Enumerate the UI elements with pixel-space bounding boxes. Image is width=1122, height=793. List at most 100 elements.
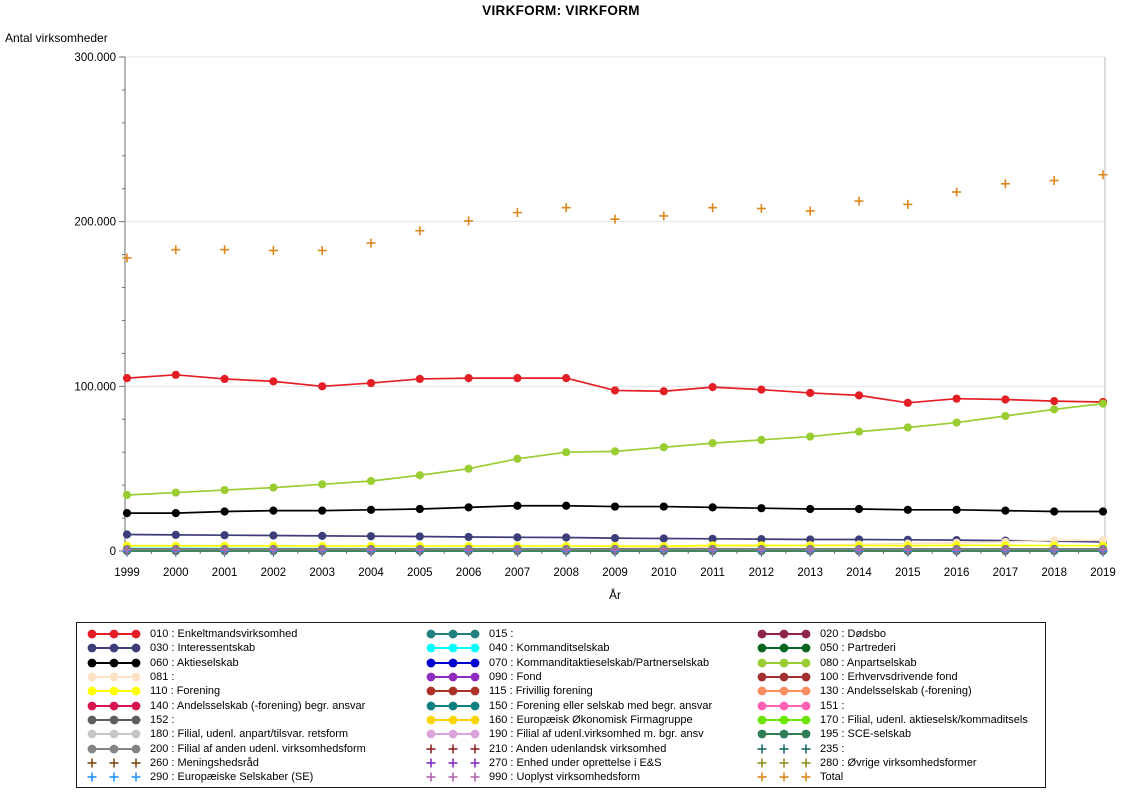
- legend-marker-dot: [801, 644, 811, 653]
- legend-marker-dot: [779, 629, 789, 639]
- data-point: [220, 485, 229, 495]
- data-point: [513, 501, 522, 510]
- legend-marker-dot: [757, 715, 767, 725]
- data-point: [708, 534, 717, 543]
- data-point: [318, 480, 327, 489]
- data-point: [562, 448, 571, 457]
- legend-circle-marker-icon: [757, 672, 811, 682]
- legend-marker-dot: [87, 658, 97, 668]
- legend-label: 070 : Kommanditaktieselskab/Partnerselsk…: [489, 656, 710, 669]
- legend-label: 015 :: [489, 628, 514, 641]
- legend-marker-dot: [131, 629, 141, 639]
- legend-item-020: 020 : Dødsbo: [755, 628, 1037, 640]
- legend-marker-dot: [109, 629, 119, 639]
- legend-marker-dot: [779, 686, 789, 696]
- legend-marker-dot: [426, 715, 436, 725]
- legend-marker-dot: [757, 729, 767, 739]
- legend-plus-marker-icon: [87, 758, 141, 768]
- legend-marker-dot: [109, 686, 119, 696]
- legend-marker-dot: [470, 686, 480, 696]
- legend-marker-dot: [87, 729, 97, 739]
- legend-label: 090 : Fond: [489, 671, 542, 684]
- legend-plus-marker-icon: [426, 758, 480, 768]
- legend-circle-marker-icon: [87, 744, 141, 753]
- data-point: [464, 374, 473, 383]
- data-point: [659, 387, 668, 396]
- y-tick-label: 300.000: [74, 52, 116, 64]
- legend-label: 260 : Meningshedsråd: [150, 756, 259, 769]
- x-tick-label: 2017: [993, 567, 1019, 579]
- legend-label: 200 : Filial af anden udenl. virksomheds…: [150, 742, 366, 755]
- legend-plus-marker-icon: [426, 744, 480, 754]
- legend-marker-dot: [779, 658, 789, 668]
- legend-circle-marker-icon: [757, 715, 811, 725]
- legend-label: 010 : Enkeltmandsvirksomhed: [150, 628, 298, 641]
- legend-box: 010 : Enkeltmandsvirksomhed 015 : 020 : Dø…: [76, 622, 1046, 788]
- legend-label: 152 :: [150, 713, 175, 726]
- data-point: [708, 503, 717, 512]
- legend-marker-dot: [426, 658, 436, 668]
- data-point: [366, 532, 376, 541]
- data-point: [757, 435, 766, 444]
- data-point: [122, 490, 132, 500]
- data-point: [659, 443, 668, 452]
- legend-label: 180 : Filial, udenl. anpart/tilsvar. ret…: [150, 728, 349, 741]
- data-point: [952, 505, 961, 514]
- legend-item-170: 170 : Filial, udenl. aktieselsk/kommadit…: [755, 714, 1037, 726]
- legend-marker-dot: [801, 658, 811, 668]
- legend-marker-dot: [448, 644, 458, 653]
- data-point: [1098, 399, 1108, 408]
- legend-circle-marker-icon: [757, 644, 811, 653]
- data-point: [464, 464, 473, 473]
- data-point: [220, 374, 229, 384]
- data-point: [952, 418, 961, 427]
- data-point: [513, 454, 522, 463]
- x-tick-label: 2010: [651, 567, 677, 579]
- legend-circle-marker-icon: [426, 658, 480, 668]
- data-point: [854, 504, 864, 514]
- legend-item-081: 081 :: [85, 671, 424, 683]
- series-010: [122, 370, 1108, 407]
- legend-marker-dot: [470, 672, 480, 682]
- legend-item-190: 190 : Filial af udenl.virksomhed m. bgr.…: [424, 728, 755, 740]
- data-point: [513, 533, 522, 542]
- legend-item-050: 050 : Partrederi: [755, 642, 1037, 654]
- legend-marker-dot: [470, 644, 480, 653]
- legend-marker-dot: [131, 644, 141, 653]
- legend-circle-marker-icon: [426, 644, 480, 653]
- legend-circle-marker-icon: [87, 729, 141, 739]
- data-point: [171, 530, 180, 539]
- legend-item-115: 115 : Frivillig forening: [424, 685, 755, 697]
- legend-label: 080 : Anpartselskab: [820, 656, 917, 669]
- legend-item-150: 150 : Forening eller selskab med begr. a…: [424, 700, 755, 712]
- x-tick-label: 2009: [602, 567, 628, 579]
- legend-item-260: 260 : Meningshedsråd: [85, 757, 424, 769]
- data-point: [757, 385, 766, 394]
- x-tick-label: 2008: [553, 567, 579, 579]
- legend-label: 110 : Forening: [150, 685, 221, 698]
- legend-item-140: 140 : Andelsselskab (-forening) begr. an…: [85, 700, 424, 712]
- legend-marker-dot: [779, 715, 789, 725]
- data-point: [269, 377, 278, 386]
- x-tick-label: 2004: [358, 567, 384, 579]
- legend-marker-dot: [426, 672, 436, 682]
- legend-circle-marker-icon: [87, 686, 141, 696]
- legend-marker-dot: [801, 701, 811, 711]
- legend-item-200: 200 : Filial af anden udenl. virksomheds…: [85, 743, 424, 755]
- legend-label: 190 : Filial af udenl.virksomhed m. bgr.…: [489, 728, 704, 741]
- legend-plus-marker-icon: [757, 744, 811, 754]
- legend-marker-dot: [109, 701, 119, 711]
- legend-circle-marker-icon: [87, 701, 141, 711]
- data-point: [903, 398, 912, 407]
- legend-marker-dot: [426, 644, 436, 653]
- legend-marker-dot: [779, 644, 789, 653]
- legend-label: 081 :: [150, 671, 175, 684]
- legend-item-110: 110 : Forening: [85, 685, 424, 697]
- legend-circle-marker-icon: [757, 701, 811, 711]
- data-point: [708, 383, 717, 392]
- legend-marker-dot: [448, 729, 458, 739]
- data-point: [806, 535, 815, 544]
- legend-item-100: 100 : Erhvervsdrivende fond: [755, 671, 1037, 683]
- x-tick-label: 2014: [846, 567, 872, 579]
